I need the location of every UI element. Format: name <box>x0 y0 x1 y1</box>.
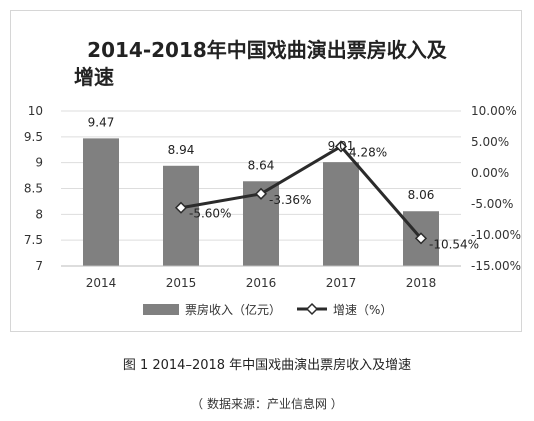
bar-value-label: 9.47 <box>88 115 115 129</box>
bar-2017 <box>323 162 359 266</box>
figure-caption: 图 1 2014–2018 年中国戏曲演出票房收入及增速 <box>122 358 412 373</box>
left-axis-tick: 10 <box>28 104 43 118</box>
bar-value-label: 8.94 <box>168 143 195 157</box>
chart-title-line-1: 2014-2018年中国戏曲演出票房收入及 <box>87 38 448 62</box>
left-axis-tick: 9.5 <box>24 130 43 144</box>
left-axis-tick: 8 <box>35 207 43 221</box>
right-axis-tick: 10.00% <box>471 104 517 118</box>
growth-point-2015 <box>174 201 188 214</box>
growth-value-label: -5.60% <box>189 207 231 221</box>
left-axis-tick: 7.5 <box>24 233 43 247</box>
right-axis-tick: 5.00% <box>471 135 509 149</box>
x-axis-tick: 2018 <box>406 276 437 290</box>
right-axis-tick: -5.00% <box>471 197 513 211</box>
right-axis-tick: -15.00% <box>471 259 521 273</box>
chart-panel: 2014-2018年中国戏曲演出票房收入及 增速 9.47 8.94 8.64 9.0… <box>10 10 522 332</box>
x-axis-tick: 2014 <box>86 276 117 290</box>
bar-value-label: 8.06 <box>408 188 435 202</box>
growth-point-2018 <box>414 232 428 245</box>
x-axis-tick: 2016 <box>246 276 277 290</box>
bar-value-label: 9.01 <box>328 139 355 153</box>
bar-2014 <box>83 138 119 266</box>
chart-svg: 2014-2018年中国戏曲演出票房收入及 增速 9.47 8.94 8.64 9.0… <box>24 38 521 317</box>
growth-value-label: 4.28% <box>349 145 387 159</box>
chart-title-line-2: 增速 <box>74 65 114 89</box>
bar-2015 <box>163 165 199 266</box>
left-axis-tick: 8.5 <box>24 182 43 196</box>
legend-bar-label: 票房收入（亿元） <box>185 302 281 317</box>
figure-source: （ 数据来源：产业信息网 ） <box>191 397 343 411</box>
growth-point-2017 <box>334 140 348 153</box>
growth-line <box>180 144 423 240</box>
legend-bar-swatch <box>143 304 179 315</box>
legend-diamond-icon <box>305 302 319 316</box>
left-axis-tick: 7 <box>35 259 43 273</box>
x-axis-tick: 2015 <box>166 276 197 290</box>
growth-value-label: -3.36% <box>269 193 311 207</box>
bar-value-label: 8.64 <box>248 158 275 172</box>
growth-point-2016 <box>254 187 268 200</box>
legend-line-label: 增速（%） <box>333 303 392 317</box>
growth-value-label: -10.54% <box>429 237 479 251</box>
right-axis-tick: -10.00% <box>471 228 521 242</box>
left-axis-tick: 9 <box>35 156 43 170</box>
right-axis-tick: 0.00% <box>471 166 509 180</box>
x-axis-tick: 2017 <box>326 276 357 290</box>
